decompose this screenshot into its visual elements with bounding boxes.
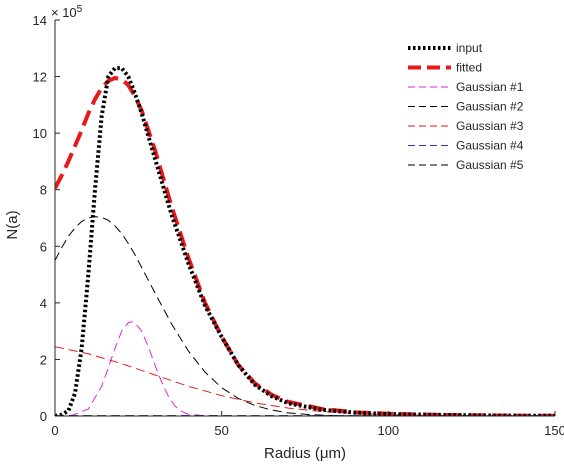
x-tick-label: 150 xyxy=(544,423,564,438)
legend-label-gaussian-5: Gaussian #5 xyxy=(456,158,524,172)
legend-label-gaussian-2: Gaussian #2 xyxy=(456,100,524,114)
y-tick-label: 6 xyxy=(40,239,47,254)
y-tick-label: 2 xyxy=(40,352,47,367)
y-axis-label: N(a) xyxy=(4,210,21,239)
legend-label-gaussian-4: Gaussian #4 xyxy=(456,139,524,153)
y-tick-label: 8 xyxy=(40,183,47,198)
legend-label-gaussian-3: Gaussian #3 xyxy=(456,119,524,133)
y-tick-label: 12 xyxy=(33,70,47,85)
series-line-gaussian-2 xyxy=(55,216,555,416)
legend-label-fitted: fitted xyxy=(456,61,482,75)
series-line-fitted xyxy=(55,75,555,416)
x-tick-label: 0 xyxy=(51,423,58,438)
x-tick-label: 100 xyxy=(377,423,399,438)
y-tick-label: 14 xyxy=(33,13,47,28)
y-tick-label: 4 xyxy=(40,296,47,311)
series-line-gaussian-1 xyxy=(55,321,555,416)
x-axis-label: Radius (μm) xyxy=(264,445,346,462)
y-axis-multiplier-exponent: 5 xyxy=(77,4,83,15)
x-tick-label: 50 xyxy=(214,423,228,438)
plot-area xyxy=(55,20,555,416)
legend-label-input: input xyxy=(456,41,483,55)
legend-label-gaussian-1: Gaussian #1 xyxy=(456,80,524,94)
y-tick-label: 0 xyxy=(40,409,47,424)
series-line-input xyxy=(55,66,555,416)
y-axis-multiplier: × 105 xyxy=(51,4,83,20)
y-tick-label: 10 xyxy=(33,126,47,141)
